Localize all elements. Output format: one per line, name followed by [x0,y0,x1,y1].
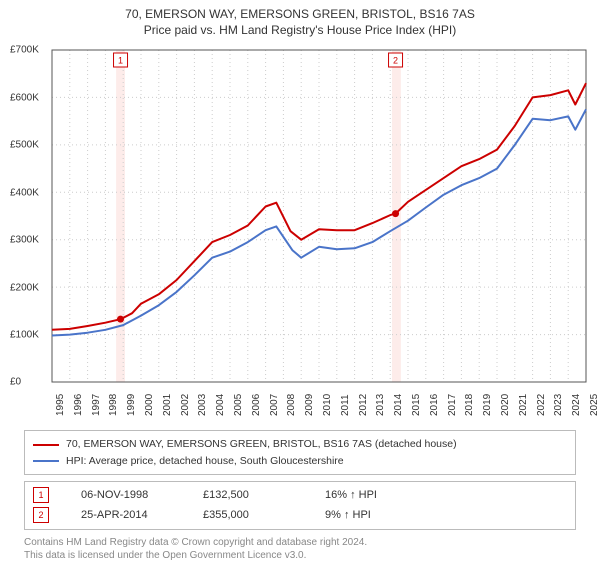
markers-table: 1 06-NOV-1998 £132,500 16% ↑ HPI 2 25-AP… [24,481,576,530]
marker-delta: 9% ↑ HPI [325,509,415,521]
legend-row: 70, EMERSON WAY, EMERSONS GREEN, BRISTOL… [33,436,567,452]
legend-row: HPI: Average price, detached house, Sout… [33,453,567,469]
credits-line2: This data is licensed under the Open Gov… [24,549,576,563]
marker-price: £132,500 [203,489,293,501]
chart-title-line1: 70, EMERSON WAY, EMERSONS GREEN, BRISTOL… [8,6,592,22]
legend-box: 70, EMERSON WAY, EMERSONS GREEN, BRISTOL… [24,430,576,475]
credits: Contains HM Land Registry data © Crown c… [24,536,576,563]
marker-badge: 1 [33,487,49,503]
x-tick-label: 2009 [304,394,315,416]
x-tick-label: 2010 [322,394,333,416]
y-tick-label: £100K [10,329,39,340]
marker-row: 2 25-APR-2014 £355,000 9% ↑ HPI [33,507,567,523]
y-tick-label: £500K [10,140,39,151]
x-tick-label: 2001 [162,394,173,416]
chart-area: 12 £0£100K£200K£300K£400K£500K£600K£700K… [10,42,590,424]
x-tick-label: 2018 [464,394,475,416]
x-tick-label: 1998 [108,394,119,416]
page-root: 70, EMERSON WAY, EMERSONS GREEN, BRISTOL… [0,0,600,560]
y-tick-label: £0 [10,377,21,388]
x-tick-label: 2000 [144,394,155,416]
y-tick-label: £400K [10,187,39,198]
x-tick-label: 2003 [197,394,208,416]
x-tick-label: 1997 [91,394,102,416]
x-tick-label: 2005 [233,394,244,416]
marker-delta: 16% ↑ HPI [325,489,415,501]
x-tick-label: 2013 [375,394,386,416]
x-tick-label: 2020 [500,394,511,416]
legend-text: 70, EMERSON WAY, EMERSONS GREEN, BRISTOL… [66,436,457,452]
marker-date: 06-NOV-1998 [81,489,171,501]
x-tick-label: 2015 [411,394,422,416]
svg-text:2: 2 [393,56,398,66]
y-tick-label: £200K [10,282,39,293]
marker-price: £355,000 [203,509,293,521]
y-tick-label: £700K [10,45,39,56]
x-tick-label: 1999 [126,394,137,416]
chart-svg: 12 [10,42,590,424]
marker-date: 25-APR-2014 [81,509,171,521]
x-tick-label: 2025 [589,394,600,416]
marker-badge: 2 [33,507,49,523]
x-tick-label: 2024 [571,394,582,416]
y-tick-label: £600K [10,92,39,103]
x-tick-label: 2023 [553,394,564,416]
x-tick-label: 2011 [340,395,351,417]
x-tick-label: 2021 [518,394,529,416]
x-tick-label: 2022 [536,394,547,416]
x-tick-label: 2008 [286,394,297,416]
x-tick-label: 2016 [429,394,440,416]
x-tick-label: 2007 [269,394,280,416]
chart-title-line2: Price paid vs. HM Land Registry's House … [8,22,592,38]
x-tick-label: 2012 [358,394,369,416]
x-tick-label: 2006 [251,394,262,416]
marker-row: 1 06-NOV-1998 £132,500 16% ↑ HPI [33,487,567,503]
x-tick-label: 2014 [393,394,404,416]
x-tick-label: 2019 [482,394,493,416]
y-tick-label: £300K [10,235,39,246]
svg-text:1: 1 [118,56,123,66]
x-tick-label: 1996 [73,394,84,416]
credits-line1: Contains HM Land Registry data © Crown c… [24,536,576,550]
x-tick-label: 2017 [447,394,458,416]
legend-text: HPI: Average price, detached house, Sout… [66,453,344,469]
x-tick-label: 2004 [215,394,226,416]
legend-swatch [33,460,59,462]
legend-swatch [33,444,59,446]
x-tick-label: 1995 [55,394,66,416]
x-tick-label: 2002 [180,394,191,416]
